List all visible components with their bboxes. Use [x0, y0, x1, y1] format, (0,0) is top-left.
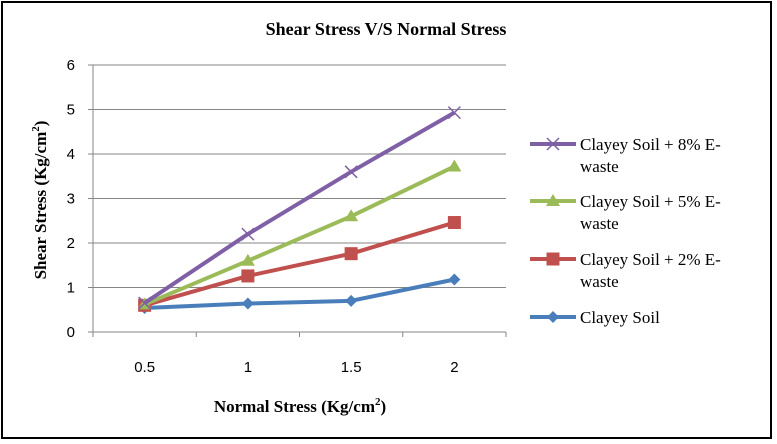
data-point [240, 253, 255, 266]
legend-marker [546, 137, 560, 151]
chart-frame [1, 1, 772, 439]
legend-item: Clayey Soil [530, 308, 660, 327]
legend-item: Clayey Soil + 5% E-waste [530, 192, 721, 233]
legend-label: Clayey Soil + 8% E- [580, 135, 721, 154]
y-tick-label: 3 [67, 191, 75, 208]
data-point [345, 294, 358, 307]
y-tick-label: 2 [67, 235, 75, 252]
data-point [138, 296, 152, 310]
data-point [448, 273, 461, 286]
gridlines [93, 64, 506, 288]
x-tick-label: 1.5 [341, 359, 362, 376]
legend-label: waste [580, 157, 619, 176]
y-tick-label: 6 [67, 57, 75, 74]
chart-title: Shear Stress V/S Normal Stress [266, 19, 507, 39]
data-point [344, 209, 359, 222]
legend-label: Clayey Soil + 2% E- [580, 250, 721, 269]
series-group [137, 106, 462, 314]
legend-label: Clayey Soil [580, 308, 660, 327]
series-line [143, 110, 456, 305]
series-line [144, 220, 455, 308]
x-tick-label: 0.5 [134, 359, 155, 376]
x-tick-label: 1 [244, 359, 252, 376]
axes [88, 64, 507, 337]
data-point [447, 216, 461, 230]
legend-item: Clayey Soil + 2% E-waste [530, 250, 721, 291]
series-line [143, 164, 456, 307]
legend-item: Clayey Soil + 8% E-waste [530, 135, 721, 176]
data-point [241, 297, 254, 310]
legend-label: waste [580, 214, 619, 233]
data-point [241, 269, 255, 283]
series-line [144, 277, 455, 310]
legend-marker [546, 194, 560, 206]
legend-marker [547, 311, 559, 323]
y-tick-label: 5 [67, 102, 75, 119]
y-tick-label: 4 [67, 146, 75, 163]
legend-marker [546, 252, 560, 266]
data-point [241, 227, 255, 241]
data-point [447, 106, 461, 120]
legend-label: waste [580, 272, 619, 291]
y-axis-title: Shear Stress (Kg/cm2) [30, 121, 50, 280]
data-point [344, 165, 358, 179]
tick-labels: 0 1 2 3 4 5 6 0.5 1 1.5 2 [67, 57, 459, 376]
data-point [344, 247, 358, 261]
data-point [447, 159, 462, 172]
x-axis-title: Normal Stress (Kg/cm2) [214, 396, 386, 416]
legend-label: Clayey Soil + 5% E- [580, 192, 721, 211]
y-tick-label: 1 [67, 280, 75, 297]
y-tick-label: 0 [67, 324, 75, 341]
x-tick-label: 2 [450, 359, 458, 376]
